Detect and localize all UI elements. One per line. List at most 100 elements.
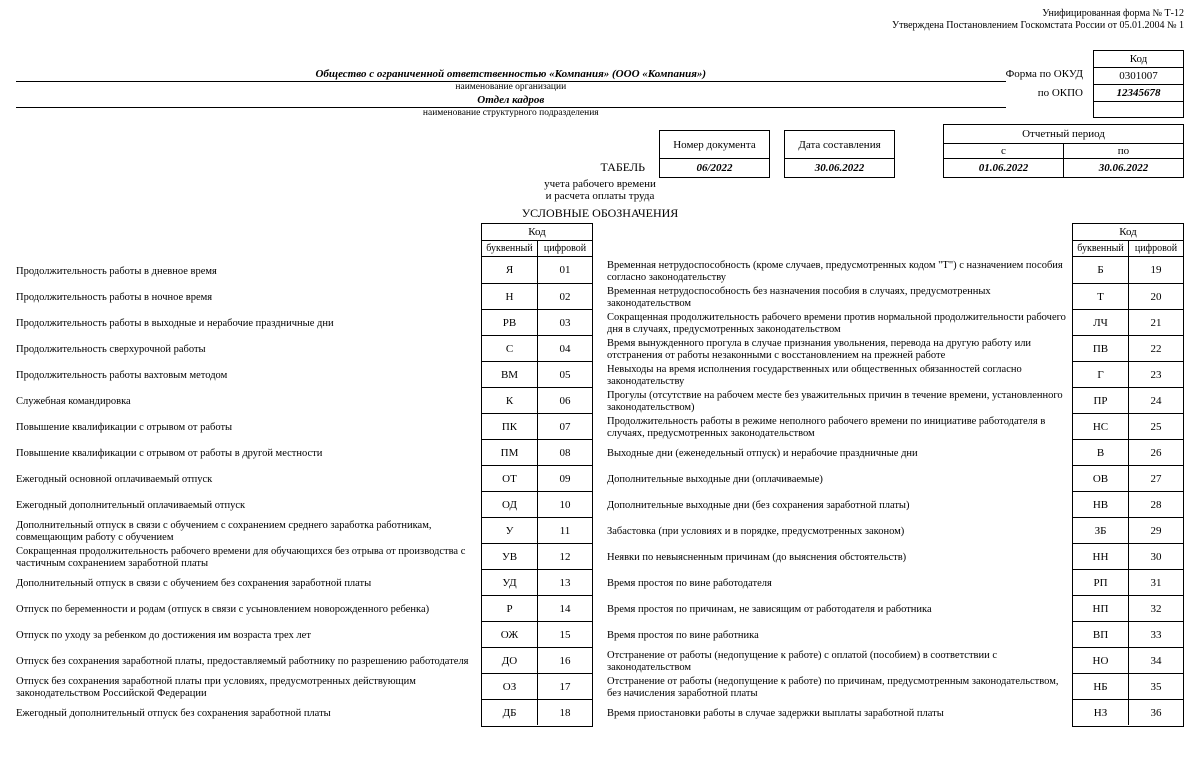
legend-desc: Сокращенная продолжительность рабочего в… — [607, 311, 1072, 337]
legend-desc: Отпуск без сохранения заработной платы п… — [16, 675, 481, 701]
legend-letter: Т — [1073, 284, 1129, 309]
period-h: Отчетный период — [944, 125, 1184, 144]
legend-number: 08 — [538, 440, 592, 465]
legend-letter: НС — [1073, 414, 1129, 439]
legend-desc: Отпуск по уходу за ребенком до достижени… — [16, 623, 481, 649]
legend-number: 10 — [538, 492, 592, 517]
legend-desc: Время вынужденного прогула в случае приз… — [607, 337, 1072, 363]
legend-letter: ОД — [482, 492, 538, 517]
legend-number: 11 — [538, 518, 592, 543]
legend-desc: Невыходы на время исполнения государстве… — [607, 363, 1072, 389]
legend-number: 23 — [1129, 362, 1183, 387]
legend-number: 07 — [538, 414, 592, 439]
code-h-right: Код — [1073, 224, 1183, 241]
number-h-left: цифровой — [538, 241, 592, 256]
legend-number: 28 — [1129, 492, 1183, 517]
legend-number: 27 — [1129, 466, 1183, 491]
legend-letter: ВП — [1073, 622, 1129, 647]
legend-desc: Дополнительный отпуск в связи с обучение… — [16, 571, 481, 597]
legend-desc: Забастовка (при условиях и в порядке, пр… — [607, 519, 1072, 545]
legend-letter: ДО — [482, 648, 538, 673]
legend-desc: Дополнительные выходные дни (без сохране… — [607, 493, 1072, 519]
legend-desc: Дополнительный отпуск в связи с обучение… — [16, 519, 481, 545]
legend-desc: Продолжительность работы в дневное время — [16, 259, 481, 285]
legend-desc: Временная нетрудоспособность (кроме случ… — [607, 259, 1072, 285]
legend-number: 31 — [1129, 570, 1183, 595]
legend-letter: ОВ — [1073, 466, 1129, 491]
legend-number: 04 — [538, 336, 592, 361]
legend-letter: ПМ — [482, 440, 538, 465]
doc-num-v: 06/2022 — [660, 159, 770, 178]
legend-letter: ЗБ — [1073, 518, 1129, 543]
legend-desc: Дополнительные выходные дни (оплачиваемы… — [607, 467, 1072, 493]
doc-number-table: Номер документа 06/2022 — [659, 130, 770, 178]
tabel-title: ТАБЕЛЬ — [601, 160, 646, 174]
legend-number: 13 — [538, 570, 592, 595]
legend-letter: НО — [1073, 648, 1129, 673]
legend-desc: Повышение квалификации с отрывом от рабо… — [16, 441, 481, 467]
legend-letter: ДБ — [482, 700, 538, 725]
legend-number: 36 — [1129, 700, 1183, 725]
legend-letter: УД — [482, 570, 538, 595]
legend-letter: ОЗ — [482, 674, 538, 699]
legend-number: 14 — [538, 596, 592, 621]
legend-number: 16 — [538, 648, 592, 673]
legend-desc: Прогулы (отсутствие на рабочем месте без… — [607, 389, 1072, 415]
legend-number: 12 — [538, 544, 592, 569]
org-name-sub: наименование организации — [16, 82, 1006, 92]
legend-number: 22 — [1129, 336, 1183, 361]
legend-letter: ЛЧ — [1073, 310, 1129, 335]
legend-desc: Ежегодный дополнительный оплачиваемый от… — [16, 493, 481, 519]
legend-desc: Ежегодный основной оплачиваемый отпуск — [16, 467, 481, 493]
legend-letter: К — [482, 388, 538, 413]
legend-number: 20 — [1129, 284, 1183, 309]
legend-number: 01 — [538, 257, 592, 283]
legend-desc: Отпуск по беременности и родам (отпуск в… — [16, 597, 481, 623]
legend-desc: Отстранение от работы (недопущение к раб… — [607, 675, 1072, 701]
legend: Продолжительность работы в дневное время… — [16, 223, 1184, 727]
legend-letter: ПР — [1073, 388, 1129, 413]
legend-number: 25 — [1129, 414, 1183, 439]
legend-number: 34 — [1129, 648, 1183, 673]
legend-title: УСЛОВНЫЕ ОБОЗНАЧЕНИЯ — [16, 202, 1184, 223]
legend-letter: ПВ — [1073, 336, 1129, 361]
org-name: Общество с ограниченной ответственностью… — [16, 68, 1006, 82]
code-table: Код 0301007 12345678 — [1093, 50, 1184, 118]
legend-letter: НЗ — [1073, 700, 1129, 725]
legend-letter: Н — [482, 284, 538, 309]
legend-desc: Выходные дни (еженедельный отпуск) и нер… — [607, 441, 1072, 467]
legend-letter: ВМ — [482, 362, 538, 387]
legend-number: 30 — [1129, 544, 1183, 569]
legend-number: 18 — [538, 700, 592, 725]
legend-number: 33 — [1129, 622, 1183, 647]
legend-desc: Продолжительность работы в выходные и не… — [16, 311, 481, 337]
dept-name: Отдел кадров — [16, 94, 1006, 108]
legend-letter: ПК — [482, 414, 538, 439]
legend-desc: Неявки по невыясненным причинам (до выяс… — [607, 545, 1072, 571]
legend-number: 21 — [1129, 310, 1183, 335]
legend-desc: Продолжительность работы в режиме неполн… — [607, 415, 1072, 441]
okud-value: 0301007 — [1094, 68, 1184, 85]
legend-desc: Служебная командировка — [16, 389, 481, 415]
legend-desc: Повышение квалификации с отрывом от рабо… — [16, 415, 481, 441]
legend-letter: С — [482, 336, 538, 361]
legend-desc: Временная нетрудоспособность без назначе… — [607, 285, 1072, 311]
code-h-left: Код — [482, 224, 592, 241]
period-table: Отчетный период с по 01.06.2022 30.06.20… — [943, 124, 1184, 178]
number-h-right: цифровой — [1129, 241, 1183, 256]
tabel-sub2: и расчета оплаты труда — [16, 190, 1184, 202]
legend-number: 05 — [538, 362, 592, 387]
legend-desc: Продолжительность работы вахтовым методо… — [16, 363, 481, 389]
legend-desc: Время простоя по причинам, не зависящим … — [607, 597, 1072, 623]
legend-letter: ОТ — [482, 466, 538, 491]
tabel-sub1: учета рабочего времени — [16, 178, 1184, 190]
legend-number: 09 — [538, 466, 592, 491]
legend-number: 02 — [538, 284, 592, 309]
legend-number: 24 — [1129, 388, 1183, 413]
legend-letter: Б — [1073, 257, 1129, 283]
legend-number: 19 — [1129, 257, 1183, 283]
legend-number: 26 — [1129, 440, 1183, 465]
legend-letter: НБ — [1073, 674, 1129, 699]
legend-letter: Р — [482, 596, 538, 621]
okud-label: Форма по ОКУД — [1006, 68, 1087, 87]
